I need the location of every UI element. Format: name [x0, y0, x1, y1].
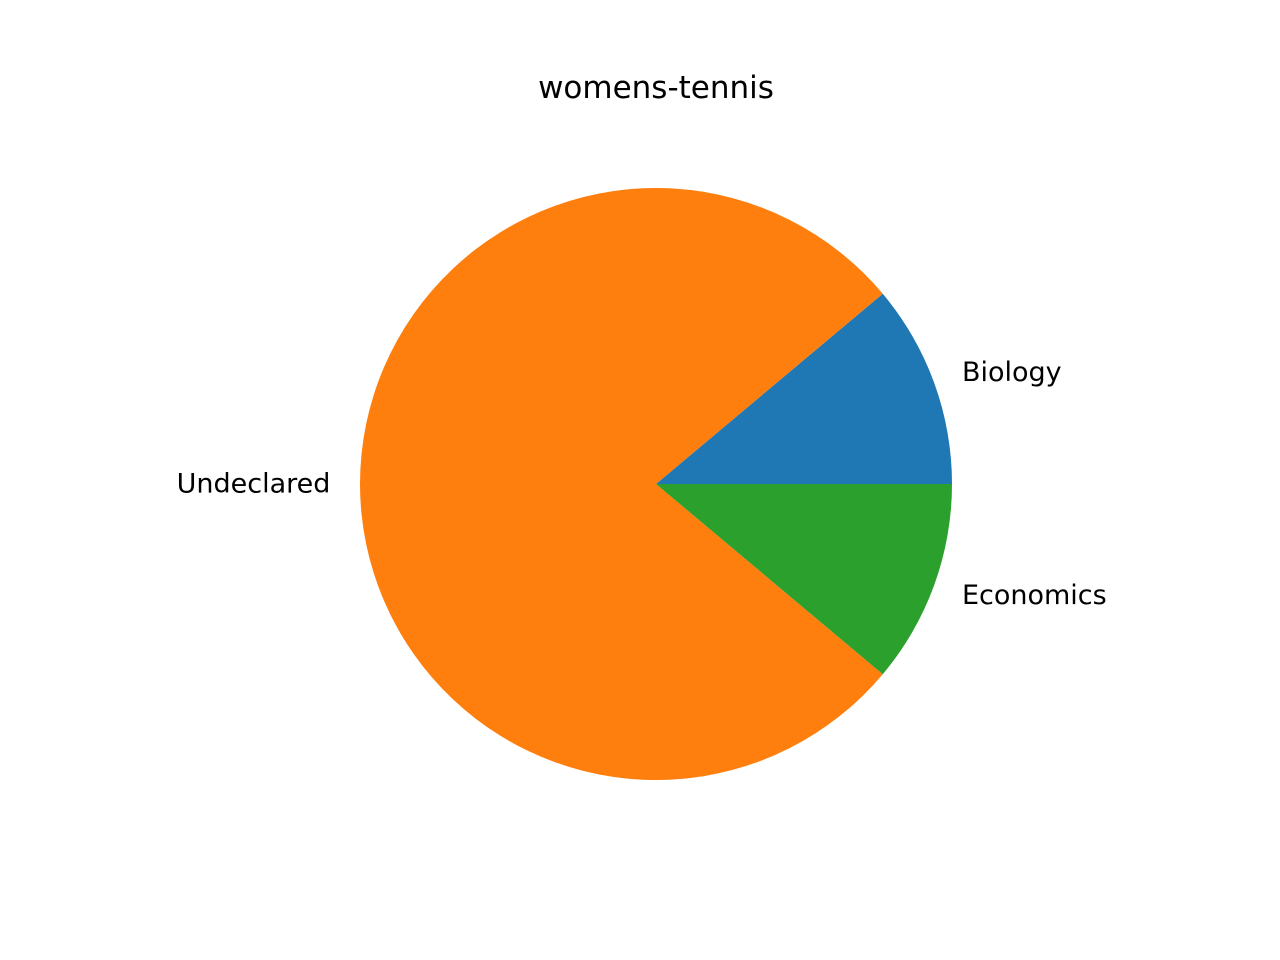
pie-label-biology: Biology [962, 357, 1062, 388]
pie-slices [360, 187, 952, 780]
pie-slice-economics [656, 484, 952, 675]
pie-slice-biology [656, 293, 952, 484]
pie-slice-undeclared [360, 187, 883, 780]
pie-label-economics: Economics [962, 580, 1107, 611]
chart-title: womens-tennis [538, 70, 774, 106]
pie-labels: Biology Undeclared Economics [177, 357, 1107, 611]
pie-label-undeclared: Undeclared [177, 469, 331, 500]
